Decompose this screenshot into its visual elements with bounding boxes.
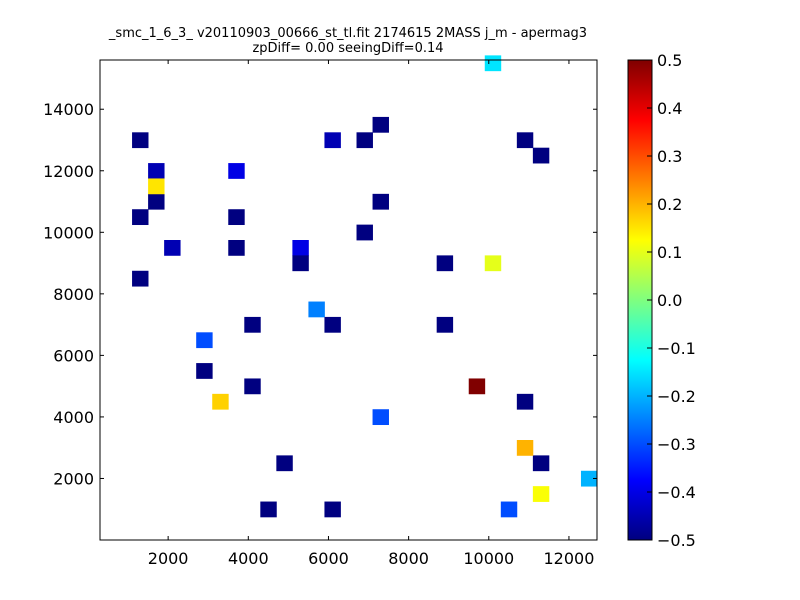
heatmap-cell [516,393,534,410]
heatmap-cell [260,501,277,518]
heatmap-cell [148,163,165,179]
heatmap-cell [356,132,373,149]
heatmap-cell [292,255,309,272]
heatmap-cell [324,132,341,149]
y-tick-label: 12000 [43,162,94,181]
heatmap-cell [132,132,149,149]
heatmap-cell [500,501,518,518]
heatmap-cell [244,316,261,333]
heatmap-cell [468,378,486,395]
x-tick-label: 4000 [228,549,269,568]
colorbar-tick-label: 0.0 [657,291,682,310]
x-tick-label: 6000 [308,549,349,568]
heatmap-cell [324,501,341,518]
heatmap-cell [580,470,598,487]
heatmap-cell [148,178,165,195]
colorbar-axis: 0.5 0.4 0.3 0.2 0.1 0.0 −0.1 −0.2 −0.3 −0.4 −0.5 [647,51,696,550]
heatmap-cell [276,455,293,472]
heatmap-cell [132,270,149,287]
colorbar-tick-label: −0.4 [657,483,696,502]
heatmap-cell [484,255,502,272]
plot-frame [99,59,598,541]
y-tick-label: 4000 [53,408,94,427]
y-tick-label: 2000 [53,469,94,488]
heatmap-cell [532,147,550,164]
colorbar-tick-label: 0.4 [657,99,682,118]
heatmap-cell [356,224,373,241]
heatmap-cell [196,332,213,349]
heatmap-cell [516,132,534,149]
heatmap-cell [148,193,165,210]
heatmap-cells [132,55,598,518]
heatmap-cell [516,440,534,456]
heatmap-cell [532,486,550,502]
heatmap-cell [132,209,149,226]
heatmap-cell [164,240,181,256]
heatmap-cell [212,393,229,410]
y-tick-label: 6000 [53,346,94,365]
heatmap-cell [372,193,389,210]
heatmap-cell [436,255,454,272]
colorbar-tick-label: −0.5 [657,531,696,550]
heatmap-cell [372,409,389,426]
colorbar-tick-label: 0.2 [657,195,682,214]
heatmap-cell [532,455,550,472]
heatmap-cell [436,316,454,333]
x-tick-label: 10000 [463,549,514,568]
x-tick-label: 2000 [148,549,189,568]
colorbar-tick-label: 0.1 [657,243,682,262]
heatmap-cell [324,316,341,333]
chart-title: _smc_1_6_3_ v20110903_00666_st_tl.fit 21… [108,26,587,41]
x-tick-label: 8000 [388,549,429,568]
colorbar-tick-label: −0.3 [657,435,696,454]
colorbar-tick-label: 0.5 [657,51,682,70]
colorbar-tick-label: −0.2 [657,387,696,406]
heatmap-cell [228,209,245,226]
colorbar-tick-label: −0.1 [657,339,696,358]
axes: 2000 4000 6000 8000 10000 12000 2000 4000 6000 80… [43,60,597,568]
y-tick-label: 8000 [53,285,94,304]
heatmap-cell [292,240,309,256]
colorbar-tick-label: 0.3 [657,147,682,166]
heatmap-cell [372,116,389,133]
heatmap-cell [244,378,261,395]
y-tick-label: 14000 [43,100,94,119]
heatmap-cell [228,240,245,256]
heatmap-cell [484,55,502,72]
y-tick-label: 10000 [43,223,94,242]
heatmap-cell [228,163,245,179]
chart-subtitle: zpDiff= 0.00 seeingDiff=0.14 [252,41,443,56]
x-tick-label: 12000 [543,549,594,568]
heatmap-cell [196,363,213,379]
heatmap-cell [308,301,325,318]
